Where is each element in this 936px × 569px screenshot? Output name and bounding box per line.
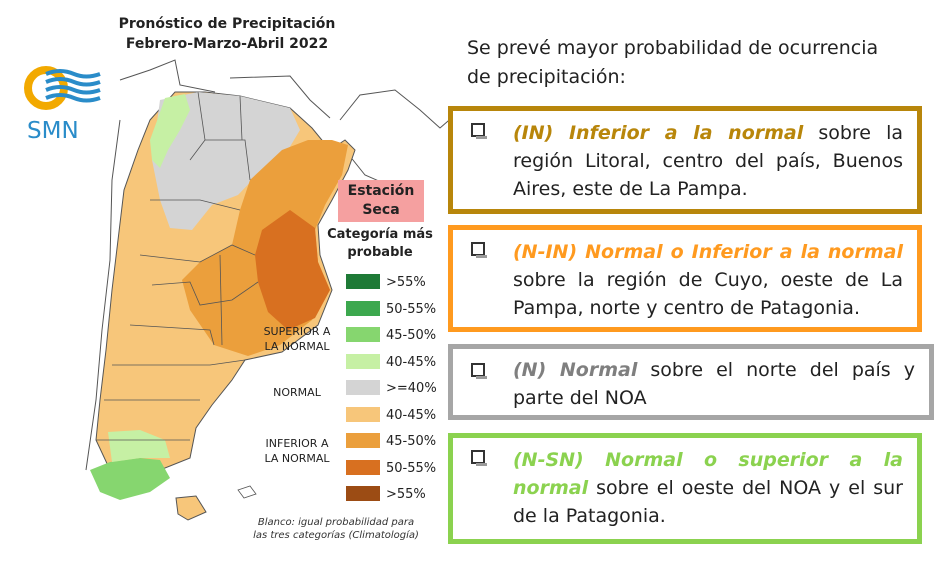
category-box: (N) Normal sobre el norte del país y par… [448,344,934,420]
legend-label: >55% [386,487,426,502]
legend-label: 40-45% [386,355,437,370]
map-title-line1: Pronóstico de Precipitación [118,16,336,32]
brazil-border [339,89,456,129]
category-description: sobre la región Litoral, centro del país… [513,122,903,200]
season-badge-line2: Seca [362,202,400,218]
legend-swatch [346,486,380,501]
legend-title: Categoría más probable [322,226,438,262]
bolivia-border [119,59,216,93]
legend-swatch [346,274,380,289]
category-box: (N-SN) Normal o superior a la normal sob… [448,433,922,544]
region-inferior-50-55 [255,210,330,330]
category-box: (IN) Inferior a la normal sobre la regió… [448,106,922,214]
category-text: (N-IN) Normal o Inferior a la normal sob… [513,238,903,322]
legend-label: 45-50% [386,434,437,449]
season-badge: Estación Seca [338,180,424,222]
legend-label: 50-55% [386,302,437,317]
legend-label: 45-50% [386,328,437,343]
legend-footnote: Blanco: igual probabilidad para las tres… [236,516,436,542]
malvinas [237,485,257,499]
legend-group-inferior-line2: LA NORMAL [264,452,330,465]
category-description: sobre el oeste del NOA y el sur de la Pa… [513,477,903,527]
legend-swatch [346,354,380,369]
category-code: (N-IN) Normal o Inferior a la normal [513,241,903,263]
legend-swatch [346,380,380,395]
smn-logo-icon [24,66,101,110]
logo-text: SMN [27,118,79,144]
paraguay-border [229,75,331,119]
region-superior-south [90,458,170,500]
season-badge-line1: Estación [347,183,415,199]
category-code: (N) Normal [513,359,638,381]
map-title-line2: Febrero-Marzo-Abril 2022 [125,36,329,52]
checkbox-bullet-icon [471,242,487,258]
region-superior-nw [150,94,190,168]
category-code: (IN) Inferior a la normal [513,122,804,144]
legend-group-superior-line2: LA NORMAL [264,340,330,353]
region-superior-south-light [108,430,170,462]
checkbox-bullet-icon [471,450,487,466]
legend-group-inferior-line1: INFERIOR A [265,437,329,450]
legend-footnote-line1: Blanco: igual probabilidad para [257,517,415,528]
category-code: (N-SN) Normal o superior a la normal [513,449,903,499]
legend-swatch [346,460,380,475]
category-text: (IN) Inferior a la normal sobre la regió… [513,119,903,203]
map-title: Pronóstico de Precipitación Febrero-Marz… [100,14,354,54]
legend-group-normal: NORMAL [273,386,321,399]
region-normal-north [152,92,300,230]
category-text: (N) Normal sobre el norte del país y par… [513,356,915,412]
precipitation-map [85,59,456,521]
legend-swatch [346,407,380,422]
category-description: sobre el norte del país y parte del NOA [513,359,915,409]
legend-label: 50-55% [386,461,437,476]
legend-label: >=40% [386,381,437,396]
checkbox-bullet-icon [471,123,487,139]
category-description: sobre la región de Cuyo, oeste de La Pam… [513,269,903,319]
chile-border [85,119,121,471]
checkbox-bullet-icon [471,363,487,379]
legend-label: >55% [386,275,426,290]
legend-title-line2: probable [347,245,413,260]
legend-swatch [346,327,380,342]
category-box: (N-IN) Normal o Inferior a la normal sob… [448,225,922,332]
legend-group-inferior: INFERIOR A LA NORMAL [256,436,338,466]
legend-group-superior-line1: SUPERIOR A [263,325,331,338]
category-text: (N-SN) Normal o superior a la normal sob… [513,446,903,530]
legend-label: 40-45% [386,408,437,423]
legend-title-line1: Categoría más [327,227,433,242]
legend-footnote-line2: las tres categorías (Climatología) [253,530,419,541]
legend-swatch [346,433,380,448]
legend-group-superior: SUPERIOR A LA NORMAL [256,324,338,354]
legend-swatch [346,301,380,316]
tierra-del-fuego [175,495,207,521]
summary-intro: Se prevé mayor probabilidad de ocurrenci… [467,37,879,88]
